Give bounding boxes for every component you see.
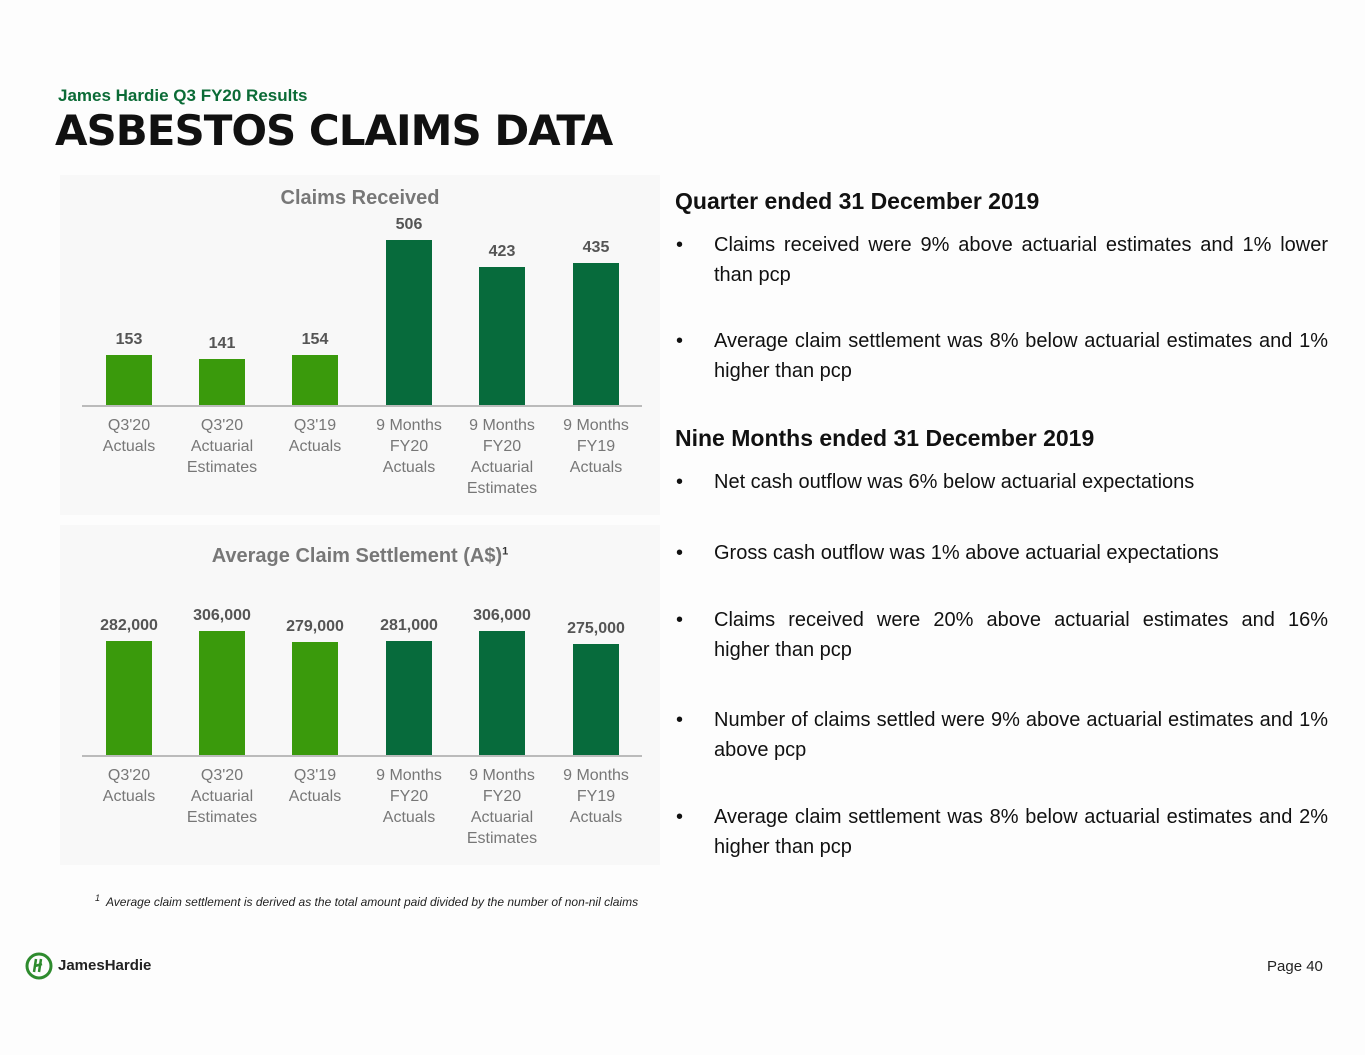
bullet: Average claim settlement was 8% below ac… <box>676 802 1328 862</box>
footnote: 1 Average claim settlement is derived as … <box>95 893 638 909</box>
x-tick-label: 9 Months FY19 Actuals <box>563 767 629 826</box>
bar <box>106 640 152 755</box>
bullet: Gross cash outflow was 1% above actuaria… <box>676 538 1328 568</box>
footnote-marker: 1 <box>95 893 101 903</box>
x-tick-label: 9 Months FY20 Actuarial Estimates <box>466 417 538 497</box>
bullet: Net cash outflow was 6% below actuarial … <box>676 467 1328 497</box>
data-label: 423 <box>488 243 516 261</box>
bar <box>573 263 619 405</box>
chart-title-text: Average Claim Settlement (A$) <box>211 545 503 567</box>
bar <box>199 631 245 755</box>
x-tick-label: Q3'19 Actuals <box>288 417 342 455</box>
data-label: 306,000 <box>473 607 531 624</box>
bar <box>292 641 338 755</box>
x-tick-label: Q3'20 Actuals <box>102 767 156 805</box>
logo-ring <box>25 952 53 980</box>
x-tick-label: Q3'20 Actuals <box>102 417 156 455</box>
bar <box>199 359 245 405</box>
data-label: 435 <box>582 239 610 257</box>
title: ASBESTOS CLAIMS DATA <box>55 106 613 155</box>
page-number: Page 40 <box>1267 958 1323 975</box>
x-tick-label: Q3'20 Actuarial Estimates <box>186 417 258 476</box>
bullet: Claims received were 20% above actuarial… <box>676 605 1328 665</box>
data-label: 154 <box>301 330 329 348</box>
bar <box>573 643 619 755</box>
section-heading: Quarter ended 31 December 2019 <box>675 188 1040 214</box>
bar <box>386 240 432 405</box>
chart-title-text: Claims Received <box>280 187 440 209</box>
bullet: Claims received were 9% above actuarial … <box>676 230 1328 290</box>
data-label: 153 <box>115 331 143 349</box>
footnote-text: Average claim settlement is derived as t… <box>106 895 639 909</box>
x-tick-label: Q3'20 Actuarial Estimates <box>186 767 258 826</box>
data-label: 506 <box>395 216 423 233</box>
baseline <box>82 755 642 757</box>
chart-title-note: 1 <box>502 545 509 558</box>
baseline <box>82 405 642 407</box>
chart-panel <box>60 525 660 865</box>
logo-mark <box>32 958 43 973</box>
bar <box>479 631 525 755</box>
x-tick-label: Q3'19 Actuals <box>288 767 342 805</box>
chart-title: Claims Received <box>60 187 660 210</box>
data-label: 282,000 <box>100 616 158 634</box>
data-label: 279,000 <box>286 617 344 635</box>
section-heading: Nine Months ended 31 December 2019 <box>675 425 1095 451</box>
x-tick-label: 9 Months FY20 Actuarial Estimates <box>466 767 538 847</box>
subtitle: James Hardie Q3 FY20 Results <box>58 86 308 105</box>
data-label: 275,000 <box>567 619 625 637</box>
bullet: Average claim settlement was 8% below ac… <box>676 326 1328 386</box>
x-tick-label: 9 Months FY20 Actuals <box>376 767 442 826</box>
data-label: 141 <box>208 335 236 353</box>
bullet: Number of claims settled were 9% above a… <box>676 705 1328 765</box>
bar <box>292 354 338 405</box>
chart-title: Average Claim Settlement (A$)1 <box>60 545 660 568</box>
chart-panel <box>60 175 660 515</box>
logo-text: JamesHardie <box>58 957 152 974</box>
bar <box>386 641 432 755</box>
data-label: 281,000 <box>380 617 438 635</box>
x-tick-label: 9 Months FY19 Actuals <box>563 417 629 476</box>
bar <box>479 267 525 405</box>
data-label: 306,000 <box>193 607 251 624</box>
bar <box>106 355 152 405</box>
logo <box>25 952 53 980</box>
x-tick-label: 9 Months FY20 Actuals <box>376 417 442 476</box>
